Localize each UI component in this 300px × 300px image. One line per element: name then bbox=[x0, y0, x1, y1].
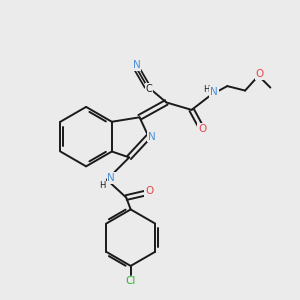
Text: N: N bbox=[210, 87, 218, 97]
Text: O: O bbox=[256, 69, 264, 79]
Text: O: O bbox=[198, 124, 206, 134]
Text: N: N bbox=[107, 173, 115, 183]
Text: C: C bbox=[146, 84, 152, 94]
Text: H: H bbox=[203, 85, 209, 94]
Text: O: O bbox=[145, 186, 153, 196]
Text: N: N bbox=[133, 60, 140, 70]
Text: N: N bbox=[148, 132, 156, 142]
Text: Cl: Cl bbox=[125, 276, 136, 286]
Text: H: H bbox=[99, 181, 106, 190]
